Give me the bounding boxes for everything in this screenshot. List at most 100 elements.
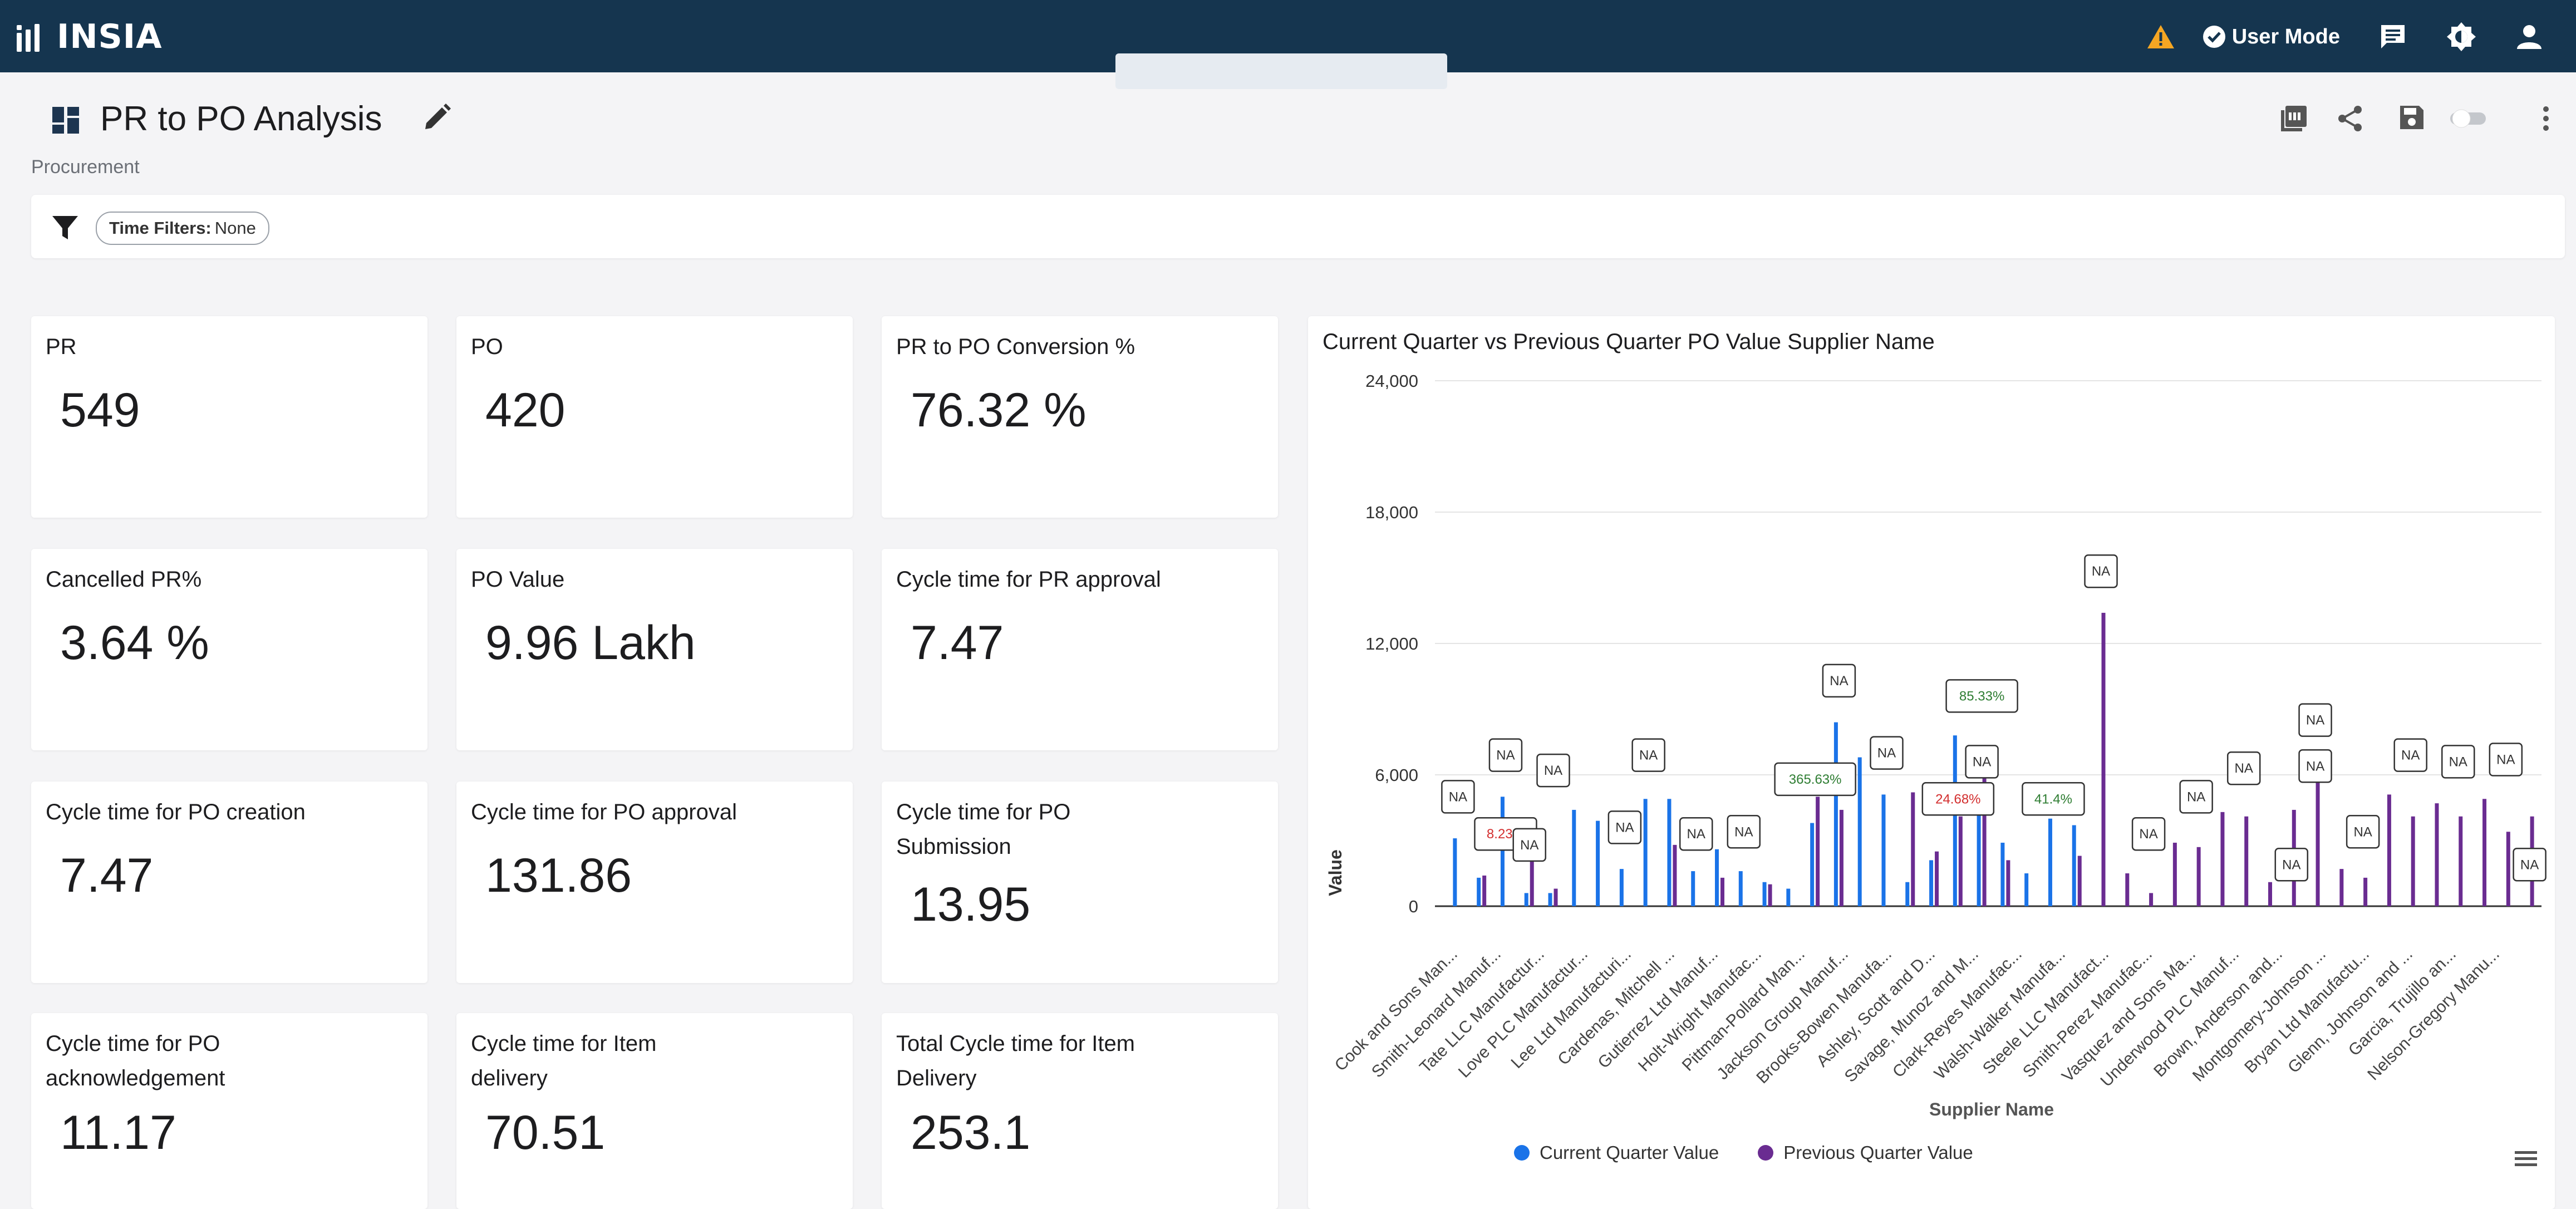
user-account-icon[interactable] (2516, 23, 2543, 50)
bar-previous[interactable] (2220, 812, 2225, 906)
bar-current[interactable] (1953, 735, 1957, 906)
bar-previous[interactable] (1982, 768, 1987, 906)
bar-previous[interactable] (1720, 877, 1724, 906)
bar-current[interactable] (1905, 882, 1910, 906)
bar-current[interactable] (1977, 790, 1981, 906)
bar-previous[interactable] (1839, 809, 1843, 906)
bar-previous[interactable] (1935, 851, 1939, 906)
bar-previous[interactable] (2196, 847, 2201, 906)
bar-current[interactable] (1667, 799, 1672, 906)
kpi-card-po-approval[interactable]: Cycle time for PO approval 131.86 (456, 782, 853, 983)
data-label-na[interactable]: NA (2346, 815, 2380, 849)
data-label-na[interactable]: NA (2513, 848, 2546, 882)
theme-brightness-icon[interactable] (2446, 21, 2477, 52)
data-label-na[interactable]: NA (1631, 738, 1665, 772)
data-label-na[interactable]: NA (2298, 703, 2332, 737)
bar-current[interactable] (1715, 849, 1719, 906)
kpi-card-cancelled-pr[interactable]: Cancelled PR% 3.64 % (31, 549, 427, 750)
edit-pencil-icon[interactable] (422, 102, 452, 135)
bar-current[interactable] (1643, 799, 1648, 906)
data-label-na[interactable]: NA (1965, 745, 1999, 779)
warning-icon[interactable] (2146, 23, 2175, 50)
bar-previous[interactable] (1816, 797, 1820, 906)
bar-previous[interactable] (2363, 877, 2368, 906)
bar-previous[interactable] (2339, 869, 2344, 906)
bar-current[interactable] (1929, 860, 1934, 906)
bar-current[interactable] (1453, 838, 1457, 906)
bar-previous[interactable] (1958, 816, 1963, 906)
kpi-card-po-acknowledgement[interactable]: Cycle time for PO acknowledgement 11.17 (31, 1013, 427, 1209)
bar-current[interactable] (1619, 869, 1624, 906)
bar-previous[interactable] (2459, 816, 2463, 906)
data-label-na[interactable]: NA (1536, 753, 1570, 788)
bar-current[interactable] (1572, 809, 1576, 906)
data-label-na[interactable]: NA (1870, 736, 1904, 770)
mode-toggle-switch[interactable] (2446, 106, 2490, 133)
more-vertical-icon[interactable] (2540, 105, 2552, 135)
data-label-negative[interactable]: 24.68% (1921, 782, 1995, 816)
data-label-na[interactable]: NA (2393, 738, 2427, 772)
bar-previous[interactable] (2387, 794, 2391, 906)
data-label-positive[interactable]: 85.33% (1945, 679, 2018, 713)
bar-previous[interactable] (2006, 860, 2010, 906)
bar-previous[interactable] (1768, 884, 1772, 906)
bar-current[interactable] (2048, 818, 2052, 906)
bar-current[interactable] (1881, 794, 1886, 906)
bar-previous[interactable] (1911, 792, 1915, 906)
save-icon[interactable] (2399, 105, 2425, 133)
bar-previous[interactable] (2149, 893, 2154, 906)
kpi-card-total-item-delivery[interactable]: Total Cycle time for Item Delivery 253.1 (882, 1013, 1278, 1209)
data-label-na[interactable]: NA (1512, 828, 1546, 862)
user-mode-toggle[interactable]: User Mode (2202, 24, 2340, 49)
bar-current[interactable] (1691, 871, 1695, 906)
bar-previous[interactable] (2411, 816, 2415, 906)
filter-icon[interactable] (51, 215, 79, 243)
data-label-na[interactable]: NA (1727, 815, 1761, 849)
data-label-na[interactable]: NA (1441, 780, 1475, 814)
bar-current[interactable] (2000, 842, 2005, 906)
data-label-na[interactable]: NA (1488, 738, 1523, 772)
bar-current[interactable] (1477, 877, 1481, 906)
data-label-na[interactable]: NA (1607, 810, 1642, 844)
bar-current[interactable] (1738, 871, 1743, 906)
data-label-na[interactable]: NA (2489, 743, 2523, 776)
data-label-na[interactable]: NA (2274, 848, 2309, 882)
share-icon[interactable] (2337, 105, 2363, 135)
data-label-na[interactable]: NA (2084, 554, 2118, 588)
bar-previous[interactable] (2435, 803, 2439, 906)
legend-item-current[interactable]: Current Quarter Value (1514, 1142, 1719, 1163)
data-label-na[interactable]: NA (2131, 817, 2166, 851)
bar-previous[interactable] (1554, 888, 1558, 906)
bar-previous[interactable] (1530, 853, 1534, 906)
bar-current[interactable] (1810, 823, 1815, 906)
app-logo[interactable]: INSIA (14, 16, 163, 58)
bar-current[interactable] (1548, 893, 1552, 906)
bar-current[interactable] (1786, 888, 1791, 906)
kpi-card-po[interactable]: PO 420 (456, 316, 853, 518)
data-label-na[interactable]: NA (2441, 745, 2475, 779)
bar-current[interactable] (1524, 893, 1528, 906)
kpi-card-pr[interactable]: PR 549 (31, 316, 427, 518)
bar-previous[interactable] (2172, 842, 2177, 906)
chat-icon[interactable] (2379, 23, 2407, 51)
data-label-na[interactable]: NA (2226, 751, 2261, 785)
data-label-na[interactable]: NA (1679, 817, 1713, 851)
bar-previous[interactable] (2506, 832, 2510, 906)
chart-menu-icon[interactable] (2514, 1149, 2538, 1172)
kpi-card-po-value[interactable]: PO Value 9.96 Lakh (456, 549, 853, 750)
time-filter-chip[interactable]: Time Filters: None (96, 212, 269, 245)
bar-previous[interactable] (1482, 875, 1487, 906)
bar-previous[interactable] (2077, 856, 2082, 906)
bar-previous[interactable] (2482, 799, 2487, 906)
legend-item-previous[interactable]: Previous Quarter Value (1758, 1142, 1973, 1163)
bar-current[interactable] (2024, 873, 2029, 906)
data-label-positive[interactable]: 365.63% (1774, 762, 1856, 797)
data-label-na[interactable]: NA (1822, 664, 1856, 698)
data-label-na[interactable]: NA (2179, 780, 2213, 814)
kpi-card-conversion[interactable]: PR to PO Conversion % 76.32 % (882, 316, 1278, 518)
kpi-card-pr-approval[interactable]: Cycle time for PR approval 7.47 (882, 549, 1278, 750)
data-label-na[interactable]: NA (2298, 749, 2332, 783)
kpi-card-po-submission[interactable]: Cycle time for PO Submission 13.95 (882, 782, 1278, 983)
bar-current[interactable] (1596, 820, 1600, 906)
bar-previous[interactable] (1673, 844, 1677, 906)
